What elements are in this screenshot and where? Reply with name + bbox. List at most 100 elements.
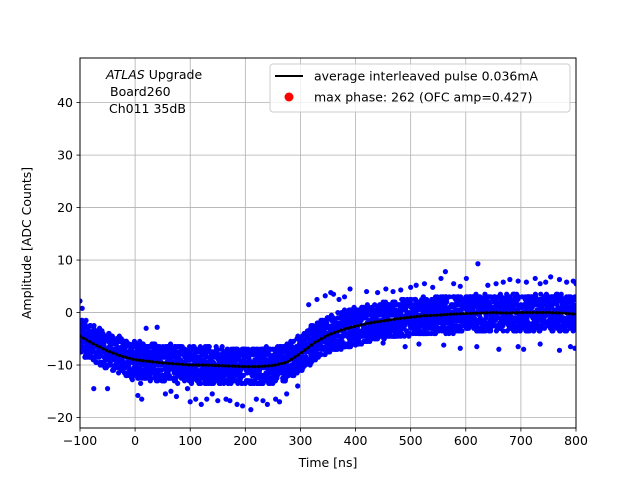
- sample-point: [421, 281, 428, 287]
- sample-point: [129, 377, 135, 383]
- average-pulse-point: [561, 311, 565, 315]
- average-pulse-point: [366, 321, 370, 326]
- x-tick-label: 700: [509, 433, 533, 448]
- average-pulse-point: [243, 364, 247, 369]
- sample-point: [184, 386, 191, 392]
- x-tick-label: 500: [399, 433, 423, 448]
- sample-point: [500, 328, 506, 334]
- sample-point: [459, 328, 465, 334]
- x-tick-label: −100: [63, 433, 97, 448]
- sample-point: [248, 407, 254, 413]
- sample-point: [330, 291, 337, 297]
- average-pulse-point: [309, 343, 314, 347]
- average-pulse-point: [260, 364, 264, 368]
- sample-point: [438, 275, 444, 282]
- y-tick-label: 10: [57, 253, 73, 268]
- annotation-line-2: Board260: [110, 84, 171, 99]
- sample-point: [430, 284, 436, 290]
- sample-point: [306, 302, 312, 308]
- average-pulse-point: [266, 364, 271, 368]
- average-pulse-point: [240, 364, 244, 369]
- average-pulse-point: [452, 312, 456, 316]
- sample-point: [390, 288, 396, 295]
- average-pulse-point: [402, 316, 406, 320]
- average-pulse-point: [329, 332, 333, 336]
- sample-point: [91, 386, 97, 392]
- average-pulse-point: [349, 325, 353, 329]
- average-pulse-point: [382, 319, 386, 323]
- average-pulse-point: [144, 359, 148, 363]
- average-pulse-point: [389, 318, 393, 322]
- average-pulse-point: [356, 324, 360, 328]
- sample-point: [441, 342, 447, 348]
- sample-point: [532, 291, 539, 297]
- average-pulse-point: [521, 310, 525, 315]
- y-axis-label: Amplitude [ADC Counts]: [19, 167, 34, 319]
- sample-point: [193, 396, 199, 402]
- average-pulse-point: [455, 312, 459, 316]
- sample-point: [457, 283, 463, 289]
- average-pulse-point: [319, 337, 323, 341]
- average-pulse-point: [247, 364, 251, 369]
- sample-point: [442, 269, 448, 275]
- x-tick-label: 600: [454, 433, 478, 448]
- sample-point: [107, 359, 113, 365]
- average-pulse-point: [428, 313, 433, 318]
- sample-point: [264, 401, 270, 407]
- average-pulse-point: [458, 312, 462, 316]
- average-pulse-point: [551, 311, 555, 315]
- sample-point: [500, 279, 506, 285]
- average-pulse-point: [504, 311, 509, 315]
- average-pulse-point: [194, 363, 198, 367]
- average-pulse-point: [362, 322, 366, 326]
- average-pulse-point: [170, 362, 175, 366]
- average-pulse-point: [412, 315, 416, 319]
- average-pulse-point: [554, 311, 558, 315]
- sample-point: [475, 261, 481, 267]
- average-pulse-point: [88, 340, 92, 344]
- sample-point: [188, 380, 195, 386]
- average-pulse-point: [425, 313, 429, 318]
- sample-point: [125, 362, 132, 368]
- x-tick-label: 300: [289, 433, 313, 448]
- sample-point: [363, 288, 370, 295]
- average-pulse-point: [481, 311, 486, 315]
- average-pulse-point: [147, 359, 152, 364]
- sample-point: [521, 346, 527, 352]
- average-pulse-point: [306, 345, 310, 350]
- average-pulse-point: [91, 342, 95, 346]
- average-pulse-point: [81, 336, 85, 340]
- average-pulse-point: [342, 327, 347, 331]
- average-pulse-point: [164, 361, 168, 365]
- average-pulse-point: [137, 358, 142, 362]
- sample-point: [253, 396, 259, 402]
- x-tick-label: 100: [178, 433, 202, 448]
- average-pulse-point: [101, 347, 105, 351]
- average-pulse-point: [376, 320, 380, 324]
- average-pulse-point: [250, 364, 254, 369]
- sample-point: [532, 275, 538, 282]
- average-pulse-point: [514, 311, 519, 315]
- sample-point: [341, 294, 348, 300]
- sample-point: [204, 396, 210, 402]
- atlas-annotation: ATLAS Upgrade Board260 Ch011 35dB: [105, 67, 202, 116]
- average-pulse-point: [210, 363, 214, 367]
- sample-point: [537, 341, 543, 347]
- annotation-line-3: Ch011 35dB: [109, 101, 186, 116]
- average-pulse-point: [184, 363, 188, 367]
- average-pulse-point: [369, 321, 373, 325]
- average-pulse-point: [98, 345, 102, 349]
- annotation-atlas: ATLAS: [105, 67, 145, 82]
- y-tick-label: 0: [65, 305, 73, 320]
- sample-point: [234, 401, 240, 407]
- sample-point: [80, 298, 83, 304]
- average-pulse-point: [538, 310, 542, 315]
- average-pulse-point: [124, 355, 128, 360]
- sample-point: [523, 279, 530, 285]
- average-pulse-point: [293, 355, 297, 359]
- average-pulse-point: [385, 318, 390, 322]
- average-pulse-point: [233, 364, 238, 368]
- sample-point: [330, 344, 337, 350]
- sample-point: [444, 299, 450, 305]
